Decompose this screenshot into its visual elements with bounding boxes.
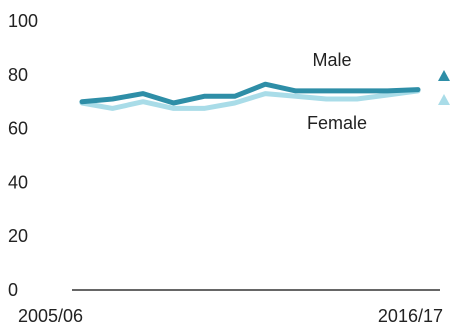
triangle-icon <box>438 94 450 105</box>
y-tick-label: 0 <box>8 280 18 300</box>
y-tick-label: 100 <box>8 11 38 31</box>
x-tick-label: 2005/06 <box>18 306 83 326</box>
triangle-icon <box>438 70 450 81</box>
y-tick-label: 20 <box>8 226 28 246</box>
x-tick-label: 2016/17 <box>378 306 443 326</box>
series-labels: Male Female <box>307 50 367 133</box>
y-tick-label: 60 <box>8 119 28 139</box>
series-label-male: Male <box>312 50 351 70</box>
series-line-female <box>79 88 421 111</box>
x-axis-ticks: 2005/06 2016/17 <box>18 306 443 326</box>
series-lines <box>79 81 421 111</box>
y-tick-label: 40 <box>8 172 28 192</box>
series-line-male <box>79 81 421 106</box>
series-label-female: Female <box>307 113 367 133</box>
legend-markers <box>438 70 450 105</box>
y-tick-label: 80 <box>8 65 28 85</box>
y-axis-ticks: 0 20 40 60 80 100 <box>8 11 38 300</box>
